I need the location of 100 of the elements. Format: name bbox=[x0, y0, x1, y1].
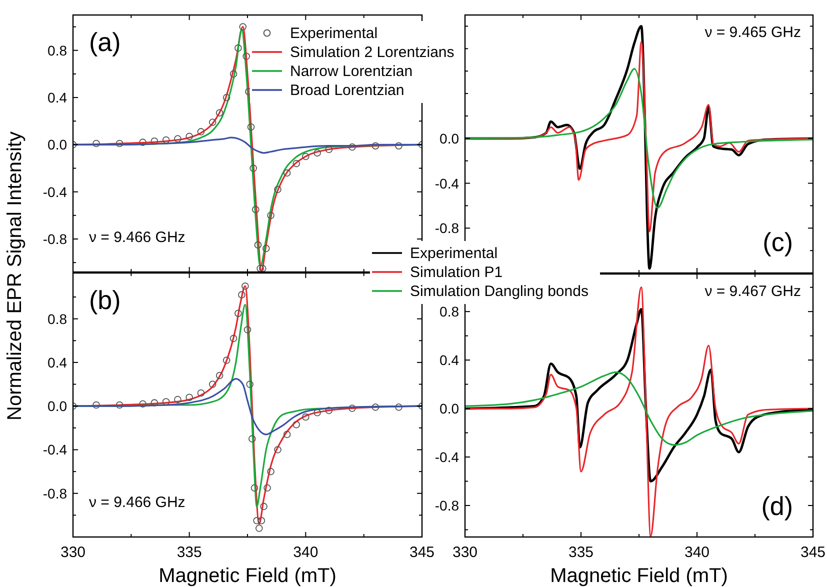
y-tick-label: -0.4 bbox=[434, 449, 460, 466]
point bbox=[186, 132, 193, 140]
point bbox=[254, 241, 262, 249]
point bbox=[246, 380, 254, 388]
point bbox=[222, 94, 230, 102]
point bbox=[372, 142, 380, 150]
point bbox=[258, 516, 266, 524]
y-tick-label: 0.8 bbox=[48, 310, 68, 327]
point bbox=[372, 404, 380, 411]
point bbox=[197, 128, 205, 136]
point bbox=[250, 484, 258, 492]
point bbox=[260, 502, 268, 510]
annotation: ν = 9.466 GHz bbox=[89, 494, 186, 511]
y-axis-title: Normalized EPR Signal Intensity bbox=[4, 131, 26, 421]
text: (a) bbox=[89, 27, 121, 57]
point bbox=[292, 420, 300, 428]
legend-label: Broad Lorentzian bbox=[290, 82, 404, 99]
point bbox=[395, 142, 402, 150]
point bbox=[186, 394, 193, 402]
point bbox=[258, 264, 266, 272]
y-tick-label: -0.8 bbox=[42, 485, 68, 502]
y-tick-label: -0.8 bbox=[434, 220, 460, 236]
x-tick-label: 330 bbox=[452, 544, 478, 561]
point bbox=[139, 138, 146, 146]
point bbox=[239, 23, 246, 30]
point bbox=[174, 396, 182, 404]
x-tick-label: 330 bbox=[60, 544, 86, 561]
legend-label: Simulation Dangling bonds bbox=[410, 283, 588, 300]
y-tick-label: -0.4 bbox=[434, 175, 460, 192]
line-series bbox=[465, 68, 813, 209]
x-tick-label: 335 bbox=[176, 544, 202, 561]
y-tick-label: -0.4 bbox=[42, 442, 68, 458]
text: (b) bbox=[89, 285, 121, 315]
y-tick-label: -0.8 bbox=[434, 497, 460, 514]
point bbox=[92, 401, 100, 409]
point bbox=[234, 44, 242, 52]
y-tick-label: 0.4 bbox=[48, 354, 68, 370]
point bbox=[174, 135, 182, 142]
point bbox=[255, 524, 263, 532]
text: (d) bbox=[761, 491, 793, 521]
point bbox=[250, 164, 257, 172]
point bbox=[302, 152, 310, 160]
x-tick-label: 340 bbox=[293, 544, 318, 561]
legend-label: Experimental bbox=[290, 25, 378, 42]
y-tick-label: 0.0 bbox=[440, 400, 460, 417]
point bbox=[242, 282, 249, 290]
point bbox=[208, 380, 216, 388]
y-tick-label: 0.8 bbox=[48, 42, 68, 58]
point bbox=[216, 372, 224, 380]
point bbox=[230, 70, 238, 78]
point bbox=[197, 389, 205, 397]
line-series bbox=[73, 136, 422, 154]
point bbox=[325, 146, 333, 154]
x-tick-label: 345 bbox=[800, 544, 826, 561]
point bbox=[267, 468, 274, 476]
legend-label: Experimental bbox=[410, 245, 498, 262]
point bbox=[162, 136, 170, 144]
y-tick-label: -0.4 bbox=[42, 184, 68, 200]
point bbox=[274, 446, 282, 454]
point bbox=[325, 406, 333, 414]
point bbox=[253, 516, 260, 524]
legend-label: Simulation P1 bbox=[410, 264, 503, 281]
y-tick-label: 0.0 bbox=[440, 130, 460, 146]
legend-label: Simulation 2 Lorentzians bbox=[290, 44, 454, 61]
point bbox=[395, 404, 402, 411]
point bbox=[314, 149, 321, 157]
legend-label: Narrow Lorentzian bbox=[290, 63, 413, 80]
point bbox=[252, 206, 260, 214]
x-tick-label: 345 bbox=[409, 544, 435, 561]
point bbox=[244, 326, 252, 334]
point bbox=[348, 404, 356, 412]
point bbox=[242, 52, 250, 60]
y-tick-label: -0.8 bbox=[42, 230, 68, 247]
point bbox=[208, 118, 216, 126]
y-tick-label: 0.4 bbox=[440, 352, 460, 368]
text: (c) bbox=[762, 227, 793, 257]
point bbox=[274, 186, 282, 194]
point bbox=[247, 123, 255, 131]
annotation: ν = 9.467 GHz bbox=[704, 283, 801, 300]
point bbox=[150, 399, 158, 406]
point bbox=[92, 140, 100, 148]
y-tick-label: 0.8 bbox=[440, 304, 460, 320]
point bbox=[150, 137, 158, 145]
point bbox=[248, 435, 256, 442]
x-tick-label: 340 bbox=[684, 544, 710, 561]
y-tick-label: 0.0 bbox=[48, 136, 68, 153]
y-tick-label: 0.4 bbox=[48, 90, 68, 106]
point bbox=[283, 169, 291, 177]
point bbox=[162, 398, 170, 406]
point bbox=[256, 264, 264, 272]
point bbox=[314, 408, 321, 416]
point bbox=[264, 484, 271, 492]
annotation: ν = 9.466 GHz bbox=[89, 229, 186, 246]
y-tick-label: 0.0 bbox=[48, 398, 68, 414]
point bbox=[302, 413, 310, 421]
annotation: ν = 9.465 GHz bbox=[704, 24, 801, 41]
x-axis-title: Magnetic Field (mT) bbox=[550, 565, 728, 587]
point bbox=[292, 160, 300, 168]
point bbox=[116, 140, 124, 148]
point bbox=[139, 400, 146, 408]
